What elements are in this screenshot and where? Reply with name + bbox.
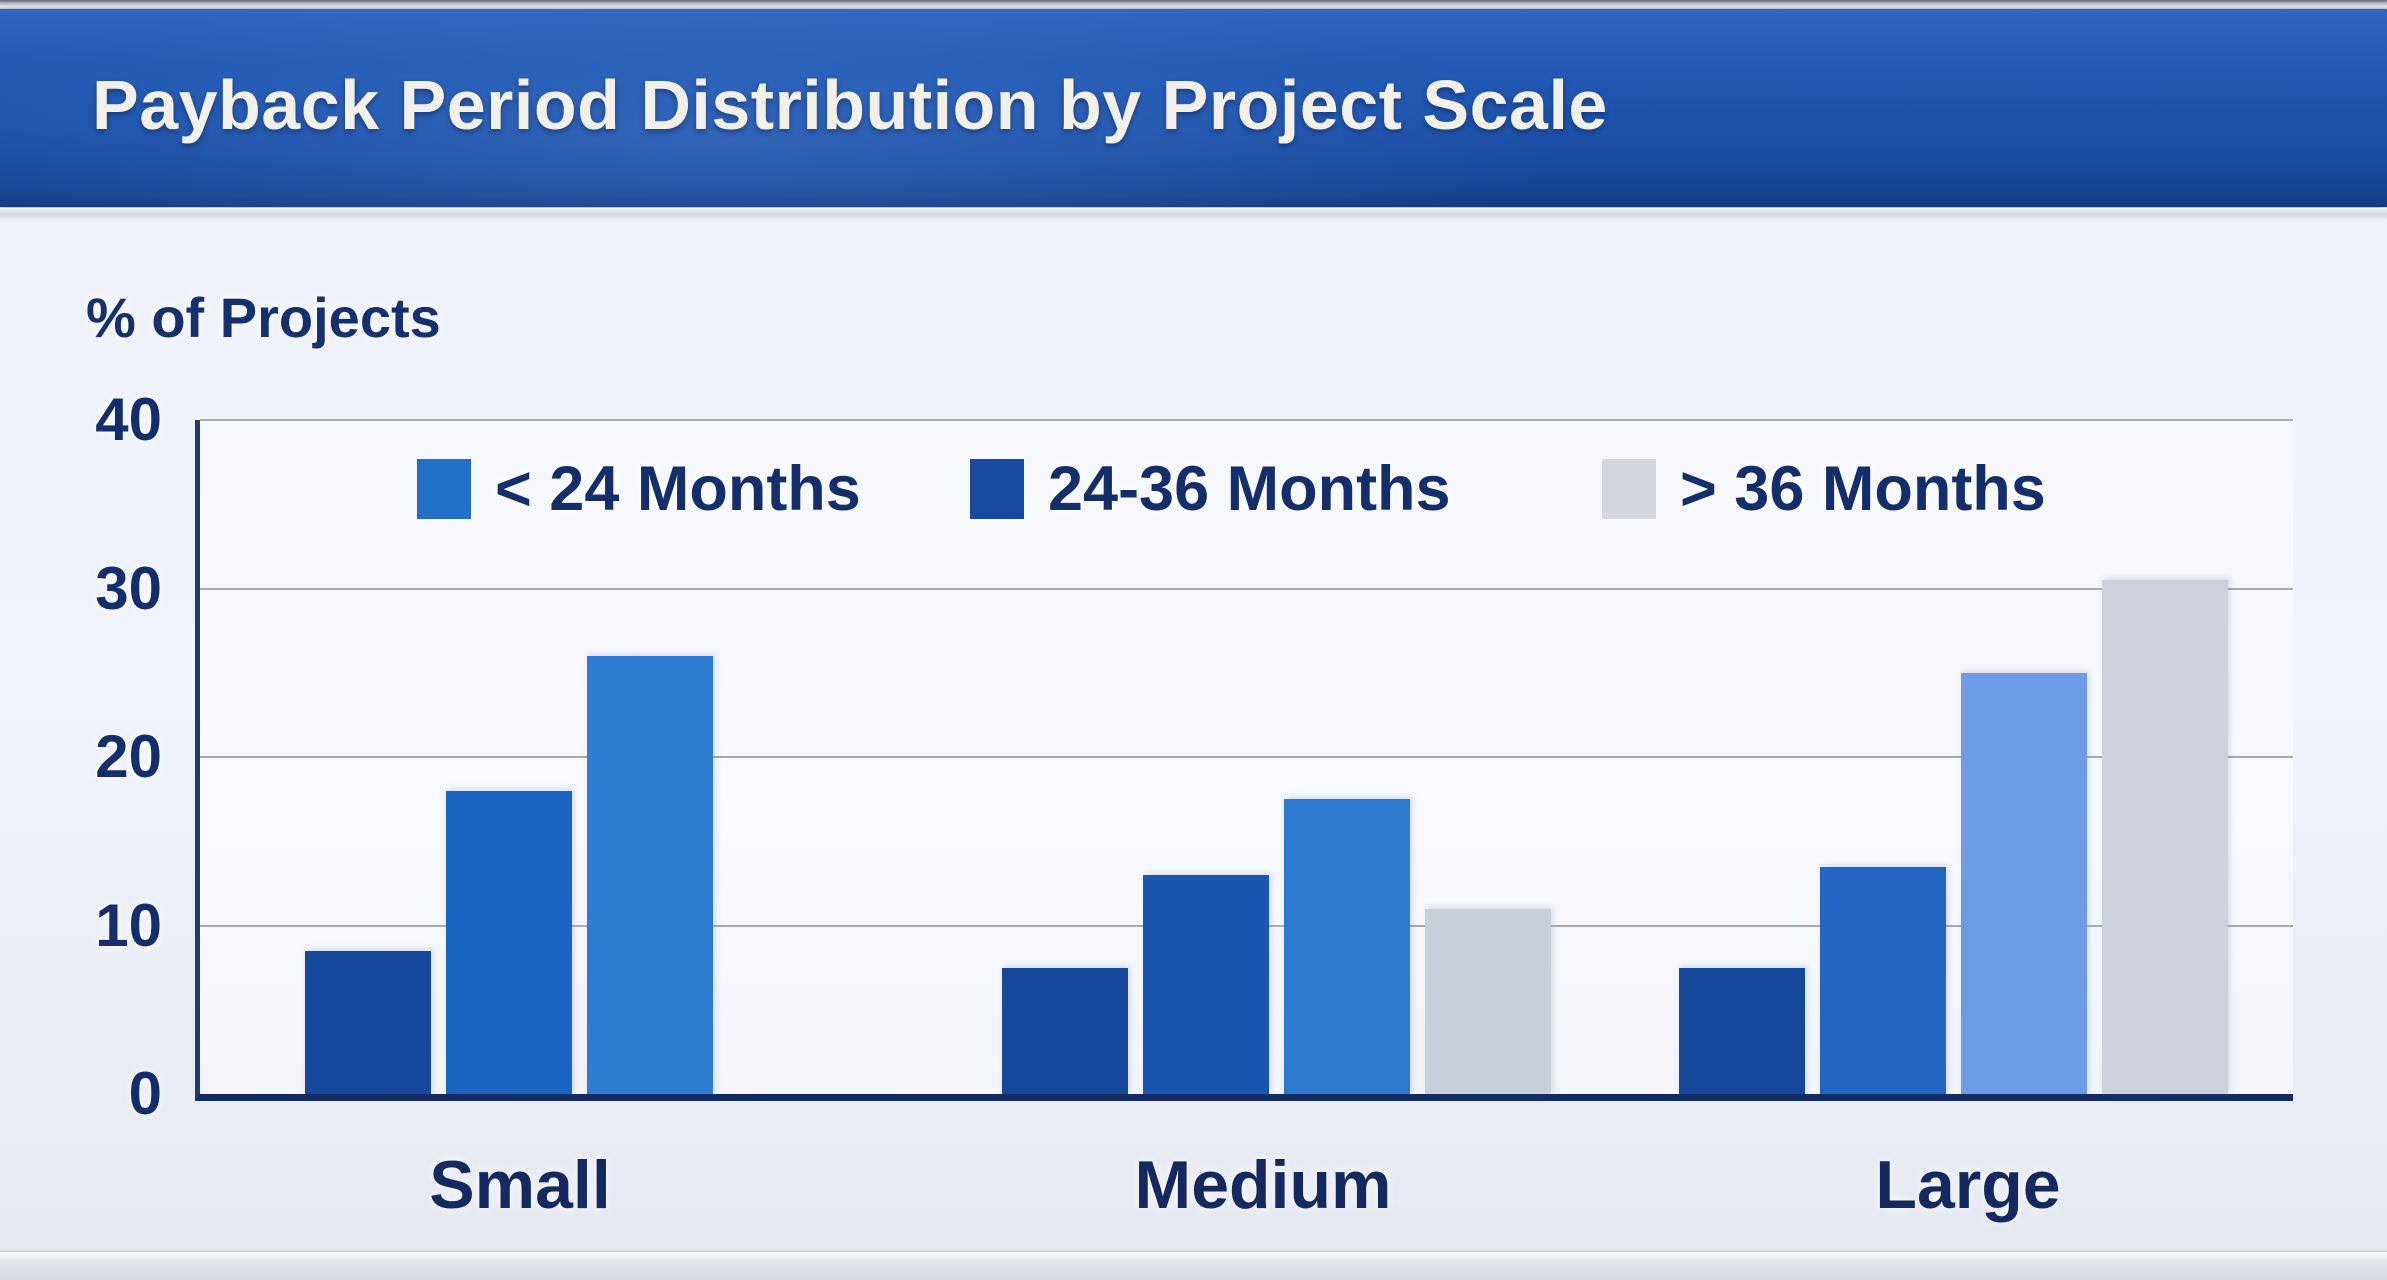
bar: [587, 656, 713, 1094]
y-tick-label-10: 10: [95, 891, 162, 959]
category-label-large: Large: [1875, 1147, 2061, 1223]
bar: [1425, 909, 1551, 1094]
plot-area: 0 10 20 30 40 < 24 Months 24-36 Months > 36 Mon…: [95, 390, 2293, 1223]
bar: [1284, 799, 1410, 1094]
legend-label: > 36 Months: [1680, 453, 2046, 524]
legend-swatch-icon: [1602, 459, 1656, 519]
bar-group-large: [1679, 580, 2228, 1094]
bar: [305, 951, 431, 1094]
legend-item: 24-36 Months: [970, 453, 1451, 524]
slide-title: Payback Period Distribution by Project S…: [92, 65, 1608, 144]
legend-item: < 24 Months: [417, 453, 861, 524]
gridline-30: [200, 587, 2293, 590]
y-axis-title: % of Projects: [86, 286, 441, 349]
bar: [1961, 673, 2087, 1094]
category-label-medium: Medium: [1134, 1147, 1392, 1223]
legend-label: < 24 Months: [495, 453, 861, 524]
title-banner: Payback Period Distribution by Project S…: [0, 9, 2387, 220]
bar: [2102, 580, 2228, 1094]
gridline-20: [200, 756, 2293, 758]
y-tick-label-40: 40: [95, 386, 162, 453]
category-label-small: Small: [429, 1147, 611, 1223]
bar: [1820, 867, 1946, 1094]
bar-group-small: [305, 656, 713, 1094]
y-tick-label-20: 20: [95, 723, 162, 790]
y-tick-label-0: 0: [128, 1060, 162, 1127]
bar: [1143, 875, 1269, 1094]
bar-group-medium: [1002, 799, 1551, 1094]
legend-swatch-icon: [417, 459, 471, 519]
bottom-edge-strip: [0, 1251, 2387, 1280]
bar: [1002, 968, 1128, 1094]
legend-item: > 36 Months: [1602, 453, 2046, 524]
gridline-40: [200, 419, 2293, 421]
legend-swatch-icon: [970, 459, 1024, 519]
y-tick-label-30: 30: [95, 554, 162, 622]
bar: [1679, 968, 1805, 1094]
legend-label: 24-36 Months: [1048, 453, 1451, 524]
bar: [446, 791, 572, 1094]
top-silver-strip: [0, 0, 2387, 9]
